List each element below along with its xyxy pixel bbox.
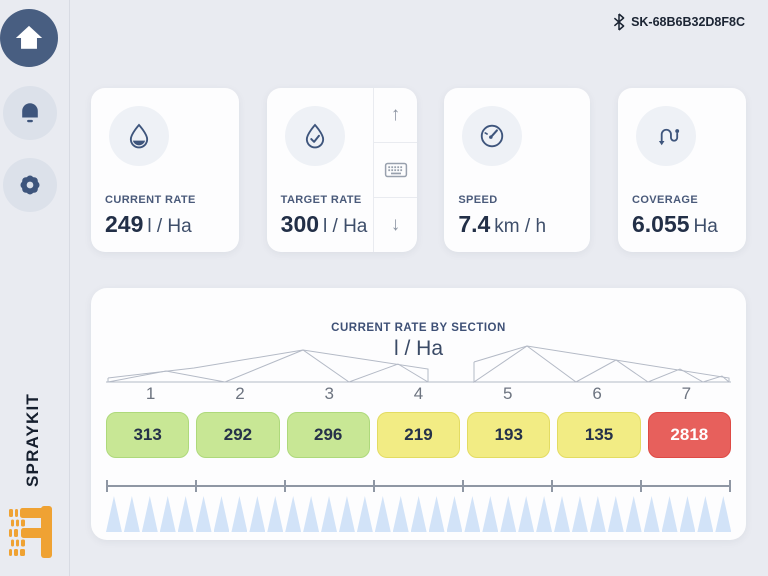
target-rate-card: TARGET RATE 300 l / Ha ↑ (266, 88, 417, 252)
arrow-down-icon: ↓ (390, 214, 401, 235)
current-rate-label: CURRENT RATE (105, 194, 196, 206)
spray-nozzle-icon (679, 496, 696, 532)
spray-nozzle-icon (321, 496, 337, 532)
rate-decrease-button[interactable]: ↓ (374, 198, 416, 252)
coverage-card: COVERAGE 6.055 Ha (617, 88, 746, 252)
settings-button[interactable] (3, 158, 57, 212)
section-rate-chip-7[interactable]: 2818 (647, 412, 731, 458)
alerts-button[interactable] (3, 86, 57, 140)
spray-nozzle-icon (697, 496, 714, 532)
target-rate-label: TARGET RATE (280, 194, 362, 206)
bell-icon (17, 100, 43, 126)
spray-nozzle-icon (428, 496, 445, 532)
spray-nozzle-icon (518, 496, 535, 532)
speed-label: SPEED (458, 194, 498, 206)
speed-unit: km / h (494, 216, 547, 237)
spray-nozzle-icon (303, 496, 320, 532)
route-icon (635, 106, 696, 166)
spray-nozzle-icon (446, 496, 463, 532)
spray-nozzle-icon (249, 496, 266, 532)
droplet-check-icon (284, 106, 345, 166)
rate-keyboard-button[interactable] (374, 142, 417, 198)
spray-nozzle-icon (177, 496, 194, 532)
spray-nozzle-icon (661, 496, 678, 532)
brand-spraykit: SPRAYKIT (23, 393, 42, 487)
spray-nozzle-icon (123, 496, 140, 532)
current-rate-unit: l / Ha (147, 216, 192, 237)
bluetooth-icon (613, 13, 625, 31)
current-rate-value: 249 (105, 211, 144, 237)
spray-nozzle-icon (285, 496, 302, 532)
section-rate-chip-6[interactable]: 135 (557, 412, 641, 458)
spray-nozzle-icon (213, 496, 230, 532)
rate-increase-button[interactable]: ↑ (374, 88, 416, 142)
section-chips-row: 313 292 296 219 193 135 2818 (106, 412, 731, 458)
coverage-unit: Ha (693, 216, 718, 237)
panel-unit: l / Ha (393, 337, 443, 360)
spray-nozzle-icon (715, 496, 732, 532)
speed-value: 7.4 (458, 211, 491, 237)
coverage-value: 6.055 (631, 211, 690, 237)
section-number: 5 (503, 384, 513, 403)
spray-nozzle-icon (571, 496, 588, 532)
nozzle-row (106, 496, 732, 532)
spray-nozzle-icon (338, 496, 355, 532)
spray-nozzle-icon (482, 496, 499, 532)
arrow-up-icon: ↑ (390, 104, 401, 125)
section-number: 3 (324, 384, 334, 403)
spray-nozzle-icon (464, 496, 481, 532)
droplet-icon (109, 106, 169, 166)
speedometer-icon (462, 106, 523, 166)
spray-nozzle-icon (141, 496, 158, 532)
current-rate-card: CURRENT RATE 249 l / Ha (91, 88, 239, 252)
section-number: 6 (592, 384, 602, 403)
coverage-label: COVERAGE (631, 194, 699, 206)
sidebar: SPRAYKIT (0, 0, 70, 576)
spray-nozzle-icon (410, 496, 427, 532)
section-number: 2 (235, 384, 245, 403)
home-icon (14, 23, 44, 53)
metric-cards-row: CURRENT RATE 249 l / Ha TARGET RATE 300 l … (91, 88, 746, 252)
spray-nozzle-icon (643, 496, 660, 532)
spray-nozzle-icon (106, 496, 122, 532)
section-rate-chip-5[interactable]: 193 (467, 412, 551, 458)
spray-nozzle-icon (374, 496, 391, 532)
spray-nozzle-icon (500, 496, 517, 532)
section-number: 4 (413, 384, 424, 403)
target-rate-unit: l / Ha (323, 216, 368, 237)
section-rate-chip-3[interactable]: 296 (286, 412, 370, 458)
section-numbers-row: 1 2 3 4 5 6 7 (106, 384, 731, 404)
pixel-f-logo (7, 504, 61, 560)
spray-nozzle-icon (195, 496, 212, 532)
spray-nozzle-icon (231, 496, 248, 532)
section-ruler (106, 478, 731, 494)
spray-nozzle-icon (536, 496, 553, 532)
spray-nozzle-icon (554, 496, 570, 532)
speed-card: SPEED 7.4 km / h (444, 88, 591, 252)
spray-nozzle-icon (392, 496, 409, 532)
spray-nozzle-icon (356, 496, 373, 532)
panel-title: CURRENT RATE BY SECTION (331, 322, 506, 334)
section-rate-chip-4[interactable]: 219 (376, 412, 461, 458)
gear-icon (17, 172, 43, 198)
keyboard-icon (384, 160, 408, 180)
spray-nozzle-icon (159, 496, 176, 532)
target-rate-value: 300 (280, 211, 320, 237)
home-button[interactable] (0, 9, 58, 67)
target-rate-stepper: ↑ (373, 88, 417, 252)
section-rate-panel: CURRENT RATE BY SECTION l / Ha 1 2 3 4 5… (91, 288, 746, 540)
boom-diagram (106, 338, 731, 384)
spray-nozzle-icon (589, 496, 606, 532)
section-number: 1 (145, 384, 156, 403)
section-rate-chip-1[interactable]: 313 (106, 412, 190, 458)
spray-nozzle-icon (267, 496, 284, 532)
spray-nozzle-icon (607, 496, 624, 532)
section-number: 7 (681, 384, 692, 403)
spray-nozzle-icon (625, 496, 642, 532)
device-id: SK-68B6B32D8F8C (631, 15, 745, 29)
bluetooth-device-status[interactable]: SK-68B6B32D8F8C (613, 13, 745, 31)
section-rate-chip-2[interactable]: 292 (196, 412, 280, 458)
